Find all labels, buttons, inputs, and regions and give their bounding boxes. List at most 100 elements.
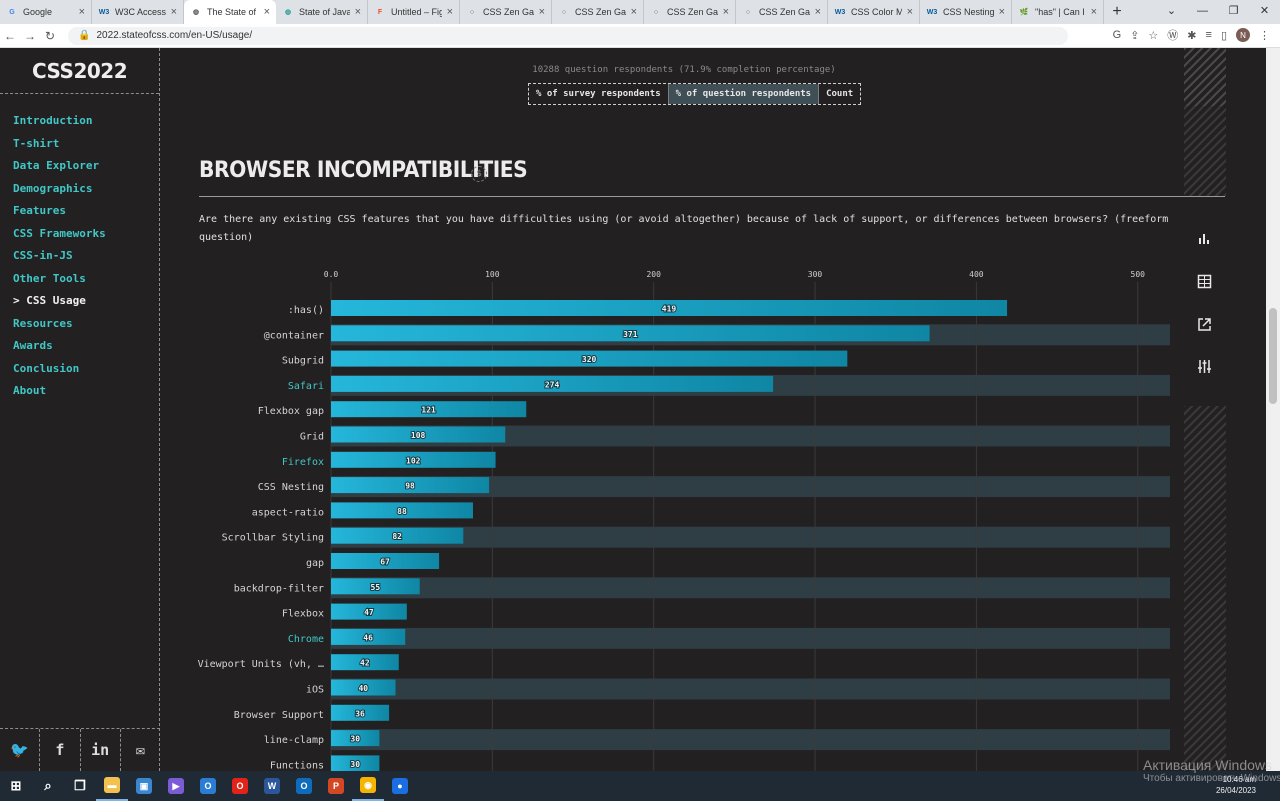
email-icon[interactable]: ✉ [135, 741, 145, 759]
browser-tab[interactable]: ◍ The State of C × [184, 0, 276, 24]
row-band [331, 729, 1170, 751]
sidebar-item-about[interactable]: About [13, 384, 47, 397]
browser-tab[interactable]: ○ CSS Zen Gard × [644, 0, 736, 24]
row-band [331, 627, 1170, 649]
taskbar-opera-icon[interactable]: O [224, 771, 256, 801]
taskbar-store-icon[interactable]: ▣ [128, 771, 160, 801]
playlist-icon[interactable]: ≡ [1205, 29, 1212, 41]
chart-bar [331, 553, 440, 569]
customize-sliders-icon[interactable] [1193, 355, 1215, 377]
system-clock[interactable]: 10:46 am 26/04/2023 [1216, 774, 1256, 796]
taskbar-chrome-icon[interactable]: ◉ [352, 771, 384, 801]
table-view-icon[interactable] [1193, 270, 1215, 292]
scrollbar-thumb[interactable] [1269, 308, 1277, 404]
y-category-label: Flexbox gap [258, 406, 324, 417]
browser-tab[interactable]: ○ CSS Zen Gard × [460, 0, 552, 24]
browser-tab[interactable]: W3 CSS Color Mo × [828, 0, 920, 24]
tab-title: CSS Zen Gard [575, 7, 626, 17]
sidebar-item-features[interactable]: Features [13, 204, 66, 217]
sidebar-item-resources[interactable]: Resources [13, 316, 73, 330]
unit-count-button[interactable]: Count [826, 89, 854, 99]
menu-icon[interactable]: ⋮ [1259, 29, 1270, 42]
taskbar-powerpoint-icon[interactable]: P [320, 771, 352, 801]
row-band [331, 678, 1170, 700]
bookmark-star-icon[interactable]: ☆ [1148, 29, 1159, 42]
forward-icon[interactable]: → [24, 28, 36, 43]
share-link-icon[interactable] [1193, 313, 1215, 335]
tab-close-icon[interactable]: × [538, 6, 545, 18]
tab-close-icon[interactable]: × [78, 6, 85, 18]
tab-close-icon[interactable]: × [354, 6, 361, 18]
page-scrollbar[interactable] [1266, 48, 1280, 771]
browser-tab[interactable]: G Google × [0, 0, 92, 24]
tab-close-icon[interactable]: × [998, 6, 1005, 18]
browser-tab[interactable]: 🌿 "has" | Can I × [1012, 0, 1104, 24]
chart-bar [331, 527, 464, 544]
site-logo[interactable]: CSS2022 [0, 48, 159, 94]
browser-tab[interactable]: W3 CSS Nesting × [920, 0, 1012, 24]
tab-close-icon[interactable]: × [170, 6, 177, 18]
minimize-icon[interactable]: — [1197, 5, 1208, 17]
browser-tab[interactable]: W3 W3C Accessib × [92, 0, 184, 24]
tab-close-icon[interactable]: × [263, 6, 270, 18]
taskbar-word-icon[interactable]: W [256, 771, 288, 801]
tab-close-icon[interactable]: × [446, 6, 453, 18]
taskbar-app2-icon[interactable]: ● [384, 771, 416, 801]
tab-title: The State of C [207, 7, 259, 17]
linkedin-icon[interactable]: in [81, 729, 121, 771]
bar-value-label: 42 [360, 659, 370, 668]
taskbar-search-icon[interactable]: ⌕ [32, 771, 64, 801]
sidebar-item-css-frameworks[interactable]: CSS Frameworks [13, 226, 106, 240]
back-icon[interactable]: ← [4, 28, 16, 43]
taskbar-app-icon[interactable]: ▶ [160, 771, 192, 801]
unit-survey-button[interactable]: % of survey respondents [529, 84, 669, 104]
close-window-icon[interactable]: ✕ [1259, 5, 1270, 17]
sidebar-item-awards[interactable]: Awards [13, 339, 53, 352]
sidebar-item-css-in-js[interactable]: CSS-in-JS [13, 249, 73, 262]
unit-question-button[interactable]: % of question respondents [668, 84, 820, 104]
tab-close-icon[interactable]: × [630, 6, 637, 18]
browser-tab[interactable]: F Untitled – Fig × [368, 0, 460, 24]
browser-tab[interactable]: ◍ State of JavaS × [276, 0, 368, 24]
taskbar-explorer-icon[interactable]: ▬ [96, 771, 128, 801]
chart-view-icon[interactable] [1193, 227, 1215, 249]
sidebar-item-demographics[interactable]: Demographics [13, 181, 93, 195]
browser-tab[interactable]: ○ CSS Zen Gard × [736, 0, 828, 24]
tab-close-icon[interactable]: × [906, 6, 913, 18]
url-field[interactable]: 🔒 2022.stateofcss.com/en-US/usage/ [68, 26, 1068, 45]
site-sidebar: CSS2022 Introduction T-shirt Data Explorer… [0, 48, 160, 771]
tab-close-icon[interactable]: × [814, 6, 821, 18]
taskbar-start-icon[interactable]: ⊞ [0, 771, 32, 801]
browser-tab[interactable]: ○ CSS Zen Gard × [552, 0, 644, 24]
facebook-icon[interactable]: f [40, 729, 81, 771]
new-tab-button[interactable]: + [1112, 3, 1122, 20]
sidebar-item-introduction[interactable]: Introduction [13, 114, 93, 127]
sidebar-item-t-shirt[interactable]: T-shirt [13, 136, 60, 150]
sidebar-item-css-usage[interactable]: > CSS Usage [13, 294, 86, 307]
tab-search-icon[interactable]: ⌄ [1166, 5, 1177, 17]
chart-bar [331, 502, 473, 519]
google-icon[interactable]: G [1112, 29, 1122, 41]
tab-close-icon[interactable]: × [722, 6, 729, 18]
reload-icon[interactable]: ↻ [44, 28, 56, 43]
taskbar-task-view-icon[interactable]: ❐ [64, 771, 96, 801]
puzzle-icon[interactable]: ✱ [1187, 29, 1197, 42]
dollar-badge-icon[interactable]: $ [471, 166, 487, 182]
taskbar-outlook-icon[interactable]: O [288, 771, 320, 801]
profile-avatar[interactable]: N [1236, 28, 1250, 42]
taskbar-office-icon[interactable]: O [192, 771, 224, 801]
restore-icon[interactable]: ❐ [1228, 5, 1239, 17]
sidebar-item-other-tools[interactable]: Other Tools [13, 271, 86, 285]
sidebar-item-conclusion[interactable]: Conclusion [13, 361, 80, 375]
sidepanel-icon[interactable]: ▯ [1220, 29, 1227, 42]
share-icon[interactable]: ⇪ [1130, 29, 1140, 42]
chart-bar [331, 578, 420, 595]
tab-close-icon[interactable]: × [1090, 6, 1097, 18]
sidebar-item-data-explorer[interactable]: Data Explorer [13, 159, 100, 172]
chart-bar [331, 477, 490, 494]
taskbar-glyph: ❐ [72, 778, 88, 794]
taskbar-glyph: ▬ [104, 777, 120, 793]
bar-value-label: 98 [405, 482, 415, 491]
extension-w-icon[interactable]: Ⓦ [1167, 30, 1179, 42]
twitter-icon[interactable]: 🐦 [0, 729, 41, 771]
